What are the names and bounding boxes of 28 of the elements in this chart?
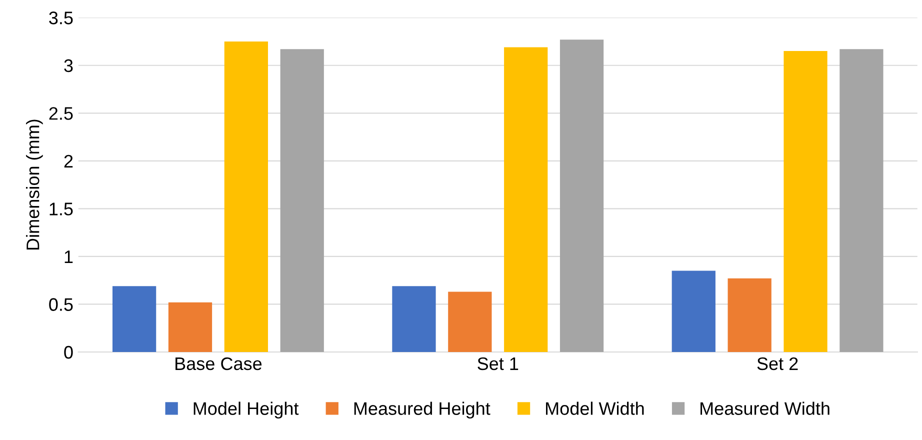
bar [224, 41, 268, 352]
y-tick-label: 0 [64, 346, 73, 359]
x-tick-label: Set 1 [478, 357, 518, 370]
bar [280, 49, 324, 352]
bar [560, 40, 604, 352]
legend-label: Measured Height [354, 402, 490, 419]
bar [672, 270, 716, 352]
bar [168, 302, 212, 352]
x-tick-label: Base Case [176, 357, 262, 370]
legend-label: Measured Width [700, 402, 830, 415]
y-tick-label: 1.5 [50, 202, 73, 216]
y-tick-label: 3 [64, 59, 73, 72]
legend-label: Model Width [546, 402, 644, 415]
y-tick-label: 2 [64, 154, 73, 168]
bar [840, 49, 884, 352]
bar [504, 47, 548, 352]
y-tick-label: 1 [64, 250, 73, 263]
y-tick-label: 2.5 [49, 107, 73, 120]
bar [784, 51, 828, 352]
bar [392, 286, 436, 352]
y-tick-label: 3.5 [49, 12, 73, 24]
y-axis-title: Dimension (mm) [26, 120, 43, 250]
bar [112, 286, 156, 352]
x-tick-label: Set 2 [757, 357, 798, 370]
bar [728, 278, 772, 352]
legend-label: Model Height [194, 402, 299, 419]
y-tick-label: 0.5 [49, 298, 73, 311]
bar [448, 292, 492, 352]
